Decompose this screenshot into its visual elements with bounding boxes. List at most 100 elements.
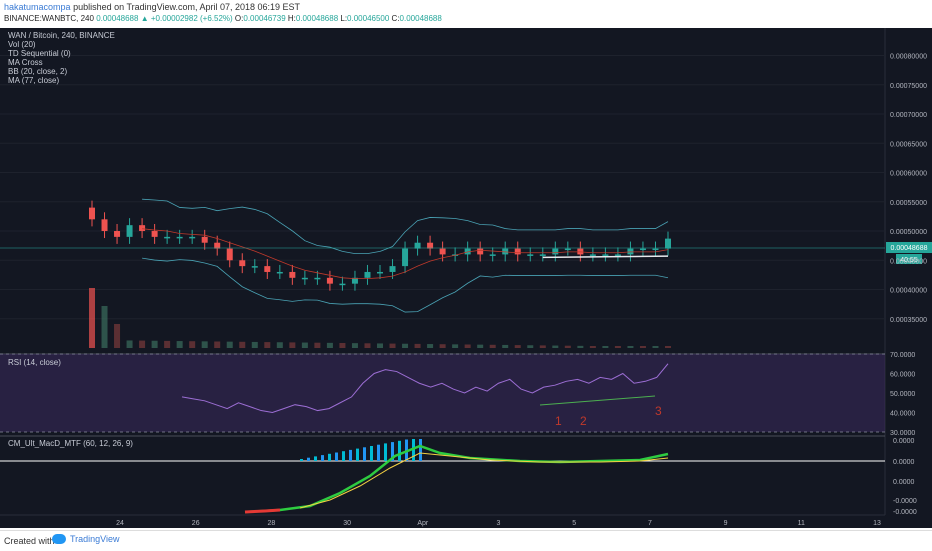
bb-basis [142, 228, 669, 280]
macd-red-segment [244, 508, 281, 514]
rsi-tick-label: 40.0000 [890, 411, 915, 418]
candle-body[interactable] [589, 254, 596, 256]
candle-body[interactable] [527, 254, 534, 256]
volume-bar [339, 343, 346, 348]
candle-body[interactable] [189, 236, 196, 239]
macd-tick-label: 0.0000 [893, 479, 915, 486]
candle-body[interactable] [114, 231, 121, 237]
candle-body[interactable] [652, 248, 659, 251]
candle-body[interactable] [502, 248, 509, 255]
candle-body[interactable] [326, 277, 333, 284]
rsi-annotation-2: 2 [580, 414, 587, 428]
volume-bar [351, 343, 358, 348]
candle-body[interactable] [402, 248, 409, 267]
macd-histogram-bar [314, 456, 317, 461]
macd-tick-label: 0.0000 [893, 438, 915, 445]
time-tick-label: 7 [648, 520, 652, 527]
candle-body[interactable] [464, 248, 471, 255]
macd-histogram-bar [391, 442, 394, 461]
legend-symbol[interactable]: WAN / Bitcoin, 240, BINANCE [8, 31, 115, 40]
candle-body[interactable] [264, 266, 271, 272]
rsi-band [0, 354, 885, 432]
candle-body[interactable] [564, 248, 571, 251]
rsi-legend[interactable]: RSI (14, close) [8, 358, 61, 367]
candle-body[interactable] [389, 266, 396, 272]
volume-bar [652, 346, 659, 348]
volume-bar [289, 342, 296, 348]
volume-bar [276, 342, 283, 348]
candle-body[interactable] [639, 248, 646, 251]
candle-body[interactable] [151, 231, 158, 237]
candle-body[interactable] [377, 271, 383, 274]
candle-body[interactable] [627, 248, 634, 255]
legend-bb[interactable]: BB (20, close, 2) [8, 67, 68, 76]
candle-body[interactable] [289, 271, 296, 278]
candle-body[interactable] [552, 248, 559, 255]
volume-bar [514, 345, 521, 348]
macd-legend[interactable]: CM_Ult_MacD_MTF (60, 12, 26, 9) [8, 439, 133, 448]
volume-bar [627, 346, 634, 348]
author-link[interactable]: hakatumacompa [4, 2, 71, 12]
candle-body[interactable] [489, 254, 496, 256]
rsi-annotation-3: 3 [655, 404, 662, 418]
macd-histogram-bar [349, 449, 352, 461]
volume-bar [602, 346, 609, 348]
price-axis-background [885, 28, 932, 528]
time-tick-label: 13 [873, 520, 881, 527]
candle-body[interactable] [427, 242, 434, 249]
volume-bar [364, 343, 371, 348]
rsi-trendline [539, 395, 656, 406]
candle-body[interactable] [226, 248, 233, 261]
macd-histogram-bar [377, 444, 380, 461]
candle-body[interactable] [201, 236, 208, 243]
candle-body[interactable] [139, 225, 146, 232]
chart-area[interactable]: 0.00048688 40:55 0.00080000 0.00075000 0.0… [0, 28, 932, 528]
volume-bar [439, 344, 446, 348]
tradingview-brand[interactable]: TradingView [52, 534, 120, 544]
volume-bar [264, 342, 271, 348]
publish-line: hakatumacompa published on TradingView.c… [4, 2, 300, 12]
candle-body[interactable] [539, 254, 546, 256]
candle-body[interactable] [314, 277, 321, 280]
candle-body[interactable] [339, 283, 346, 286]
candle-body[interactable] [301, 277, 308, 280]
candle-body[interactable] [101, 219, 108, 232]
legend-ma77[interactable]: MA (77, close) [8, 76, 60, 85]
footer: Created with TradingView [0, 530, 932, 551]
candle-body[interactable] [276, 271, 283, 274]
candle-body[interactable] [577, 248, 584, 255]
time-tick-label: 9 [724, 520, 728, 527]
macd-histogram-bar [321, 455, 324, 461]
macd-tick-label: -0.0000 [893, 509, 917, 516]
time-tick-label: 5 [572, 520, 576, 527]
candle-body[interactable] [364, 271, 371, 278]
macd-histogram-bar [363, 447, 366, 461]
legend-td[interactable]: TD Sequential (0) [8, 49, 71, 58]
candle-body[interactable] [614, 254, 621, 256]
candle-body[interactable] [477, 248, 484, 255]
candle-body[interactable] [126, 225, 133, 237]
last-price: 0.00048688 [96, 14, 139, 23]
candle-body[interactable] [414, 242, 421, 249]
candle-body[interactable] [251, 266, 258, 268]
candle-body[interactable] [514, 248, 521, 255]
candle-body[interactable] [176, 236, 183, 239]
candle-body[interactable] [439, 248, 446, 255]
candle-body[interactable] [602, 254, 609, 256]
candle-body[interactable] [214, 242, 221, 249]
chart-canvas[interactable]: 0.00048688 40:55 0.000800000.000750000.0… [0, 28, 932, 528]
legend-vol[interactable]: Vol (20) [8, 40, 36, 49]
candle-body[interactable] [239, 260, 246, 267]
candle-body[interactable] [89, 207, 95, 220]
time-axis-ticks: 24 26 28 30 Apr 3 5 7 9 11 13 [116, 520, 881, 527]
candle-body[interactable] [164, 236, 171, 239]
macd-line [299, 452, 669, 509]
price-tick-label: 0.00065000 [890, 141, 927, 148]
symbol-line: BINANCE:WANBTC, 240 0.00048688 ▲ +0.0000… [4, 14, 442, 23]
legend-ma-cross[interactable]: MA Cross [8, 58, 43, 67]
candle-body[interactable] [665, 238, 671, 249]
volume-bar [427, 344, 434, 348]
candle-body[interactable] [351, 277, 358, 284]
price-tick-label: 0.00045000 [890, 258, 927, 265]
tradingview-logo-icon [52, 534, 66, 544]
